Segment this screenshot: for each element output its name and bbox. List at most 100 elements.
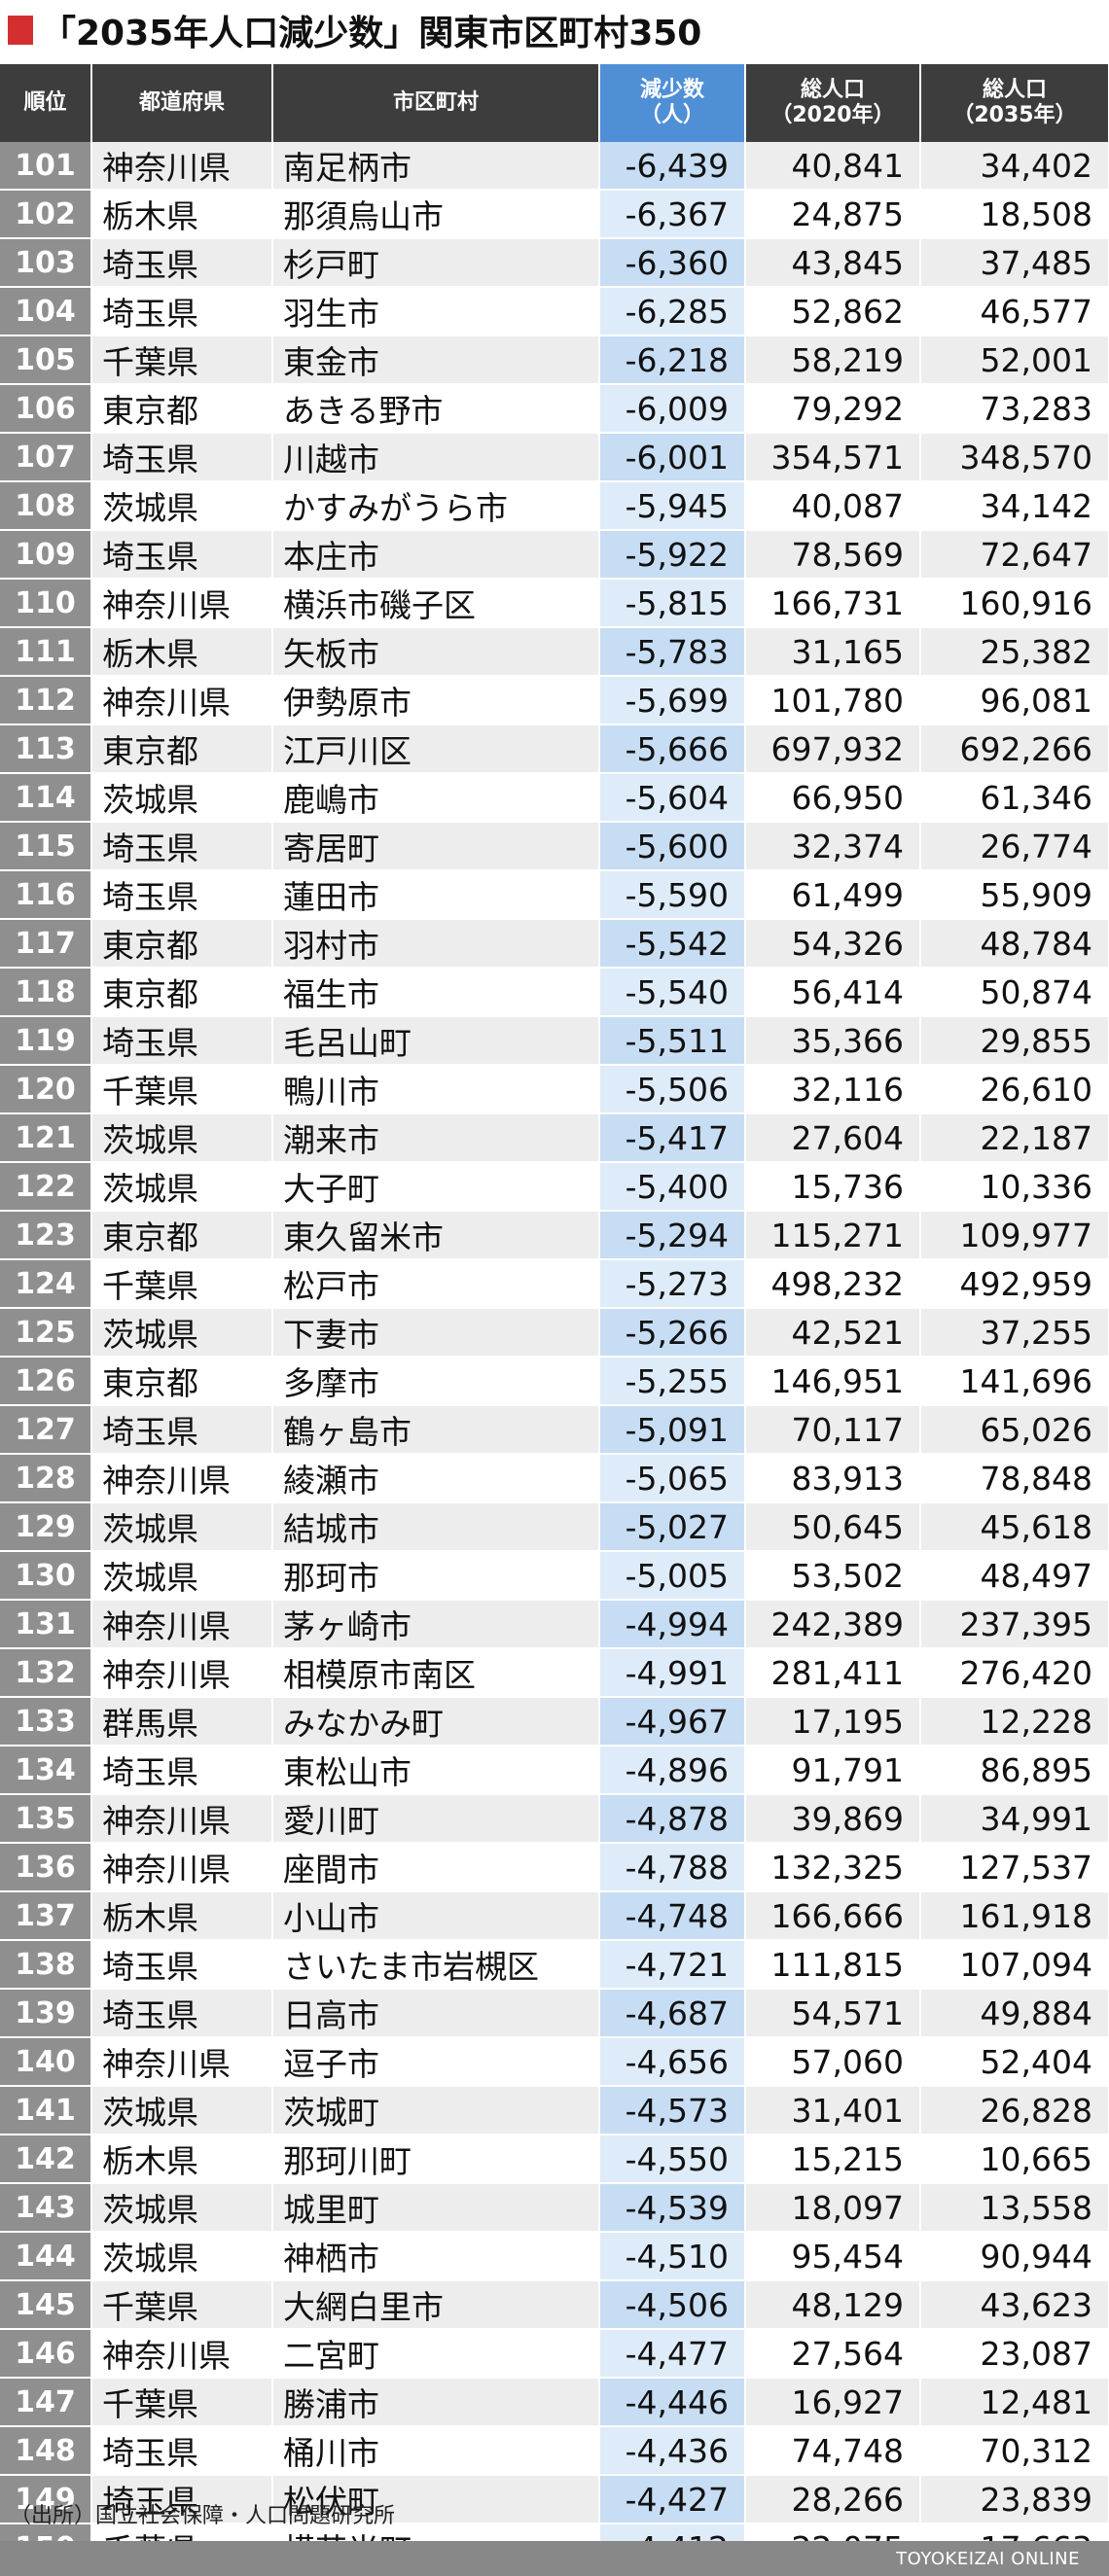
row-pop-2020: 27,564 (745, 2329, 921, 2379)
row-city: 本庄市 (272, 530, 600, 580)
row-rank: 141 (0, 2086, 92, 2135)
row-pop-2020: 15,736 (745, 1162, 921, 1212)
row-prefecture: 埼玉県 (91, 1405, 273, 1455)
row-pop-2020: 27,604 (745, 1113, 921, 1163)
row-decrease: -5,783 (599, 627, 746, 677)
table-row: 118 東京都 福生市 -5,540 56,414 50,874 (0, 968, 1109, 1017)
table-row: 148 埼玉県 桶川市 -4,436 74,748 70,312 (0, 2426, 1109, 2476)
row-pop-2020: 28,266 (745, 2475, 921, 2524)
row-decrease: -5,604 (599, 773, 746, 823)
page-title: 「2035年人口減少数」関東市区町村350 (0, 0, 1109, 60)
row-pop-2035: 22,187 (920, 1113, 1109, 1163)
table-row: 131 神奈川県 茅ヶ崎市 -4,994 242,389 237,395 (0, 1600, 1109, 1649)
row-city: 二宮町 (272, 2329, 600, 2379)
row-prefecture: 埼玉県 (91, 433, 273, 482)
row-pop-2020: 281,411 (745, 1648, 921, 1698)
row-rank: 149 (0, 2475, 92, 2524)
table-row: 129 茨城県 結城市 -5,027 50,645 45,618 (0, 1502, 1109, 1552)
row-pop-2020: 50,645 (745, 1502, 921, 1552)
row-decrease: -4,550 (599, 2135, 746, 2184)
ranking-table: 順位 都道府県 市区町村 減少数 （人） 総人口 （2020年） 総人口 （2035年… (0, 64, 1109, 2573)
row-rank: 111 (0, 627, 92, 677)
row-pop-2035: 73,283 (920, 384, 1109, 434)
table-row: 106 東京都 あきる野市 -6,009 79,292 73,283 (0, 384, 1109, 434)
row-prefecture: 埼玉県 (91, 530, 273, 580)
row-prefecture: 埼玉県 (91, 1016, 273, 1066)
row-pop-2035: 23,839 (920, 2475, 1109, 2524)
table-row: 105 千葉県 東金市 -6,218 58,219 52,001 (0, 335, 1109, 385)
row-decrease: -5,005 (599, 1551, 746, 1601)
row-decrease: -5,590 (599, 870, 746, 920)
row-city: 松戸市 (272, 1259, 600, 1309)
row-prefecture: 東京都 (91, 1211, 273, 1260)
row-rank: 145 (0, 2280, 92, 2330)
row-pop-2020: 24,875 (745, 190, 921, 239)
row-pop-2020: 166,731 (745, 579, 921, 628)
row-city: 杉戸町 (272, 238, 600, 288)
row-pop-2035: 26,828 (920, 2086, 1109, 2135)
row-city: 大子町 (272, 1162, 600, 1212)
row-prefecture: 茨城県 (91, 1502, 273, 1552)
row-pop-2035: 34,991 (920, 1794, 1109, 1844)
row-prefecture: 茨城県 (91, 1162, 273, 1212)
row-rank: 132 (0, 1648, 92, 1698)
row-decrease: -6,001 (599, 433, 746, 482)
table-row: 102 栃木県 那須烏山市 -6,367 24,875 18,508 (0, 190, 1109, 239)
row-pop-2020: 15,215 (745, 2135, 921, 2184)
row-rank: 117 (0, 919, 92, 969)
row-prefecture: 茨城県 (91, 2183, 273, 2233)
row-rank: 146 (0, 2329, 92, 2379)
row-pop-2020: 132,325 (745, 1843, 921, 1892)
row-city: あきる野市 (272, 384, 600, 434)
row-rank: 120 (0, 1065, 92, 1114)
row-prefecture: 埼玉県 (91, 870, 273, 920)
table-row: 123 東京都 東久留米市 -5,294 115,271 109,977 (0, 1211, 1109, 1260)
table-row: 119 埼玉県 毛呂山町 -5,511 35,366 29,855 (0, 1016, 1109, 1066)
row-prefecture: 千葉県 (91, 335, 273, 385)
row-pop-2020: 101,780 (745, 676, 921, 725)
row-prefecture: 茨城県 (91, 1308, 273, 1358)
row-rank: 131 (0, 1600, 92, 1649)
row-prefecture: 神奈川県 (91, 1454, 273, 1503)
row-city: 江戸川区 (272, 724, 600, 774)
row-rank: 119 (0, 1016, 92, 1066)
row-decrease: -5,266 (599, 1308, 746, 1358)
row-rank: 102 (0, 190, 92, 239)
row-prefecture: 埼玉県 (91, 1940, 273, 1990)
row-pop-2020: 66,950 (745, 773, 921, 823)
table-row: 120 千葉県 鴨川市 -5,506 32,116 26,610 (0, 1065, 1109, 1114)
row-decrease: -4,896 (599, 1746, 746, 1795)
row-pop-2035: 160,916 (920, 579, 1109, 628)
row-prefecture: 神奈川県 (91, 142, 273, 191)
row-city: 蓮田市 (272, 870, 600, 920)
row-prefecture: 埼玉県 (91, 1746, 273, 1795)
row-prefecture: 栃木県 (91, 1891, 273, 1941)
row-rank: 128 (0, 1454, 92, 1503)
row-pop-2035: 78,848 (920, 1454, 1109, 1503)
row-rank: 142 (0, 2135, 92, 2184)
row-rank: 101 (0, 142, 92, 191)
row-decrease: -6,285 (599, 287, 746, 336)
source-note: （出所）国立社会保障・人口問題研究所 (10, 2504, 396, 2528)
row-pop-2020: 79,292 (745, 384, 921, 434)
row-pop-2035: 12,481 (920, 2378, 1109, 2427)
row-decrease: -4,994 (599, 1600, 746, 1649)
row-city: 伊勢原市 (272, 676, 600, 725)
row-pop-2035: 37,255 (920, 1308, 1109, 1358)
row-decrease: -6,009 (599, 384, 746, 434)
row-prefecture: 神奈川県 (91, 2037, 273, 2087)
table-row: 121 茨城県 潮来市 -5,417 27,604 22,187 (0, 1113, 1109, 1163)
header-prefecture: 都道府県 (91, 64, 273, 142)
row-pop-2035: 70,312 (920, 2426, 1109, 2476)
row-pop-2035: 13,558 (920, 2183, 1109, 2233)
table-row: 104 埼玉県 羽生市 -6,285 52,862 46,577 (0, 287, 1109, 336)
row-pop-2035: 49,884 (920, 1989, 1109, 2038)
row-city: 東久留米市 (272, 1211, 600, 1260)
row-pop-2035: 34,142 (920, 481, 1109, 531)
row-decrease: -5,294 (599, 1211, 746, 1260)
row-rank: 118 (0, 968, 92, 1017)
row-pop-2035: 48,497 (920, 1551, 1109, 1601)
row-pop-2035: 18,508 (920, 190, 1109, 239)
row-pop-2020: 111,815 (745, 1940, 921, 1990)
row-rank: 115 (0, 822, 92, 871)
